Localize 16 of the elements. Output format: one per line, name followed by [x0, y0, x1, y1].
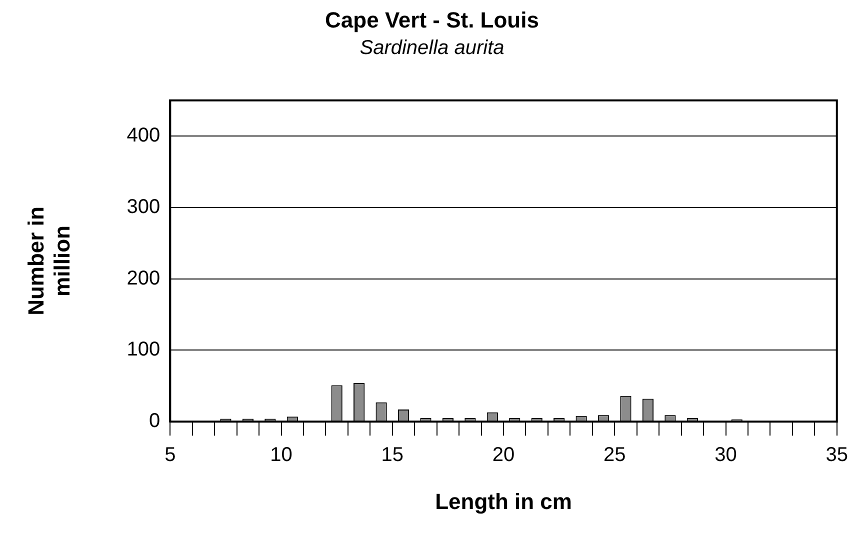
x-tick-label: 5 — [164, 444, 176, 466]
x-axis-title: Length in cm — [435, 488, 572, 514]
y-tick-label: 300 — [126, 196, 160, 218]
x-tick-label: 25 — [604, 444, 626, 466]
y-tick-label: 0 — [149, 410, 160, 432]
x-tick-label: 10 — [270, 444, 292, 466]
x-tick-label: 15 — [381, 444, 404, 466]
x-tick-label: 35 — [826, 444, 848, 466]
y-axis-title: Number in million — [23, 206, 75, 316]
chart-title: Cape Vert - St. Louis — [325, 7, 539, 32]
y-tick-label: 100 — [126, 338, 160, 361]
x-tick-label: 20 — [492, 444, 515, 466]
chart-subtitle: Sardinella aurita — [360, 36, 504, 59]
y-tick-label: 200 — [126, 267, 160, 290]
x-tick-label: 30 — [714, 444, 737, 466]
y-tick-label: 400 — [126, 124, 160, 147]
